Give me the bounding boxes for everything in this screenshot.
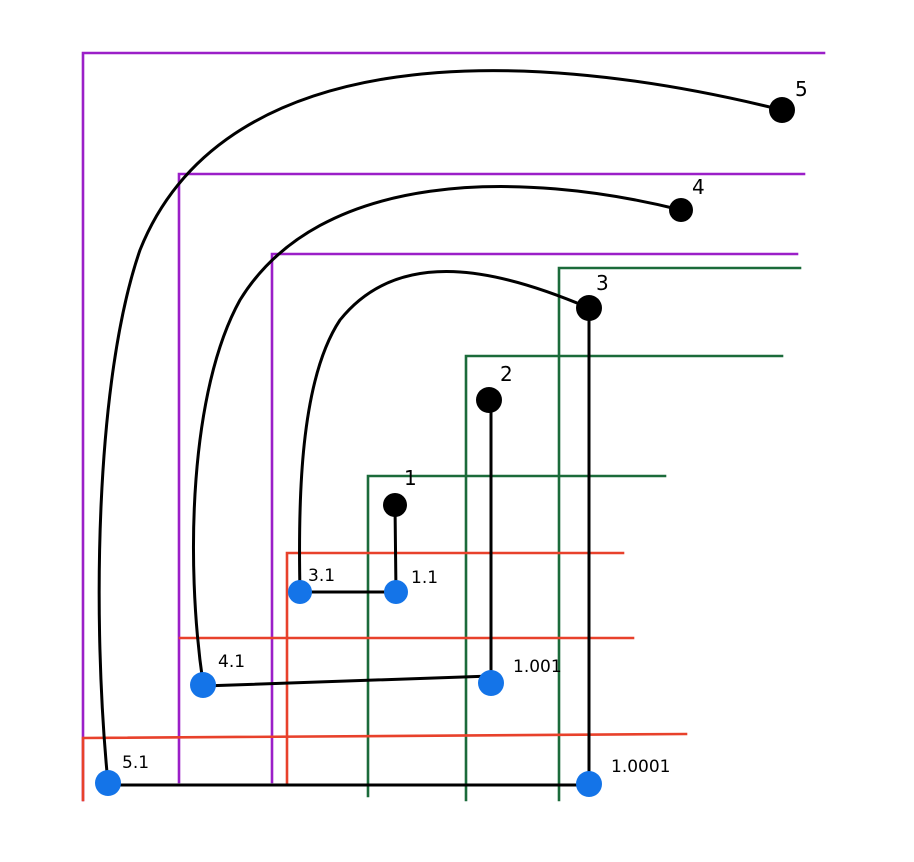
- label-5: 5: [795, 77, 808, 101]
- red-frame-outer: [81, 732, 688, 802]
- purple-frame-inner: [270, 252, 799, 784]
- purple-frames: [81, 51, 826, 802]
- node-4: [669, 198, 693, 222]
- node-1: [383, 493, 407, 517]
- purple-frame-middle: [177, 172, 806, 784]
- label-3.1: 3.1: [308, 566, 335, 586]
- label-2: 2: [500, 362, 513, 386]
- label-5.1: 5.1: [122, 753, 149, 773]
- node-1.1: [384, 580, 408, 604]
- green-frame-inner: [366, 474, 667, 798]
- edge-4.1-to-1.001: [201, 674, 493, 688]
- purple-frame-outer: [81, 51, 826, 802]
- node-1.0001: [576, 771, 602, 797]
- node-1.001: [478, 670, 504, 696]
- red-frame-inner: [285, 551, 625, 785]
- node-4.1: [190, 672, 216, 698]
- node-5.1: [95, 770, 121, 796]
- edge-1-to-1.1: [393, 503, 398, 594]
- node-3: [576, 295, 602, 321]
- label-1: 1: [404, 466, 417, 490]
- label-1.1: 1.1: [411, 568, 438, 588]
- green-frame-middle: [464, 354, 784, 802]
- green-frame-outer: [557, 266, 802, 802]
- edges: [97, 69, 784, 787]
- node-labels: 5 4 3 2 1 3.1 1.1 4.1 1.001 5.1 1.0001: [122, 77, 808, 777]
- edge-3-to-3.1: [298, 270, 591, 594]
- label-3: 3: [596, 271, 609, 295]
- label-4.1: 4.1: [218, 652, 245, 672]
- top-nodes: [383, 97, 795, 517]
- label-1.0001: 1.0001: [611, 757, 670, 777]
- node-3.1: [288, 580, 312, 604]
- label-4: 4: [692, 175, 705, 199]
- edge-5-to-5.1: [97, 69, 784, 785]
- bottom-nodes: [95, 580, 602, 797]
- red-frames: [81, 551, 688, 802]
- edge-4-to-4.1: [191, 185, 683, 685]
- label-1.001: 1.001: [513, 657, 562, 677]
- green-frames: [366, 266, 802, 802]
- node-2: [476, 387, 502, 413]
- node-5: [769, 97, 795, 123]
